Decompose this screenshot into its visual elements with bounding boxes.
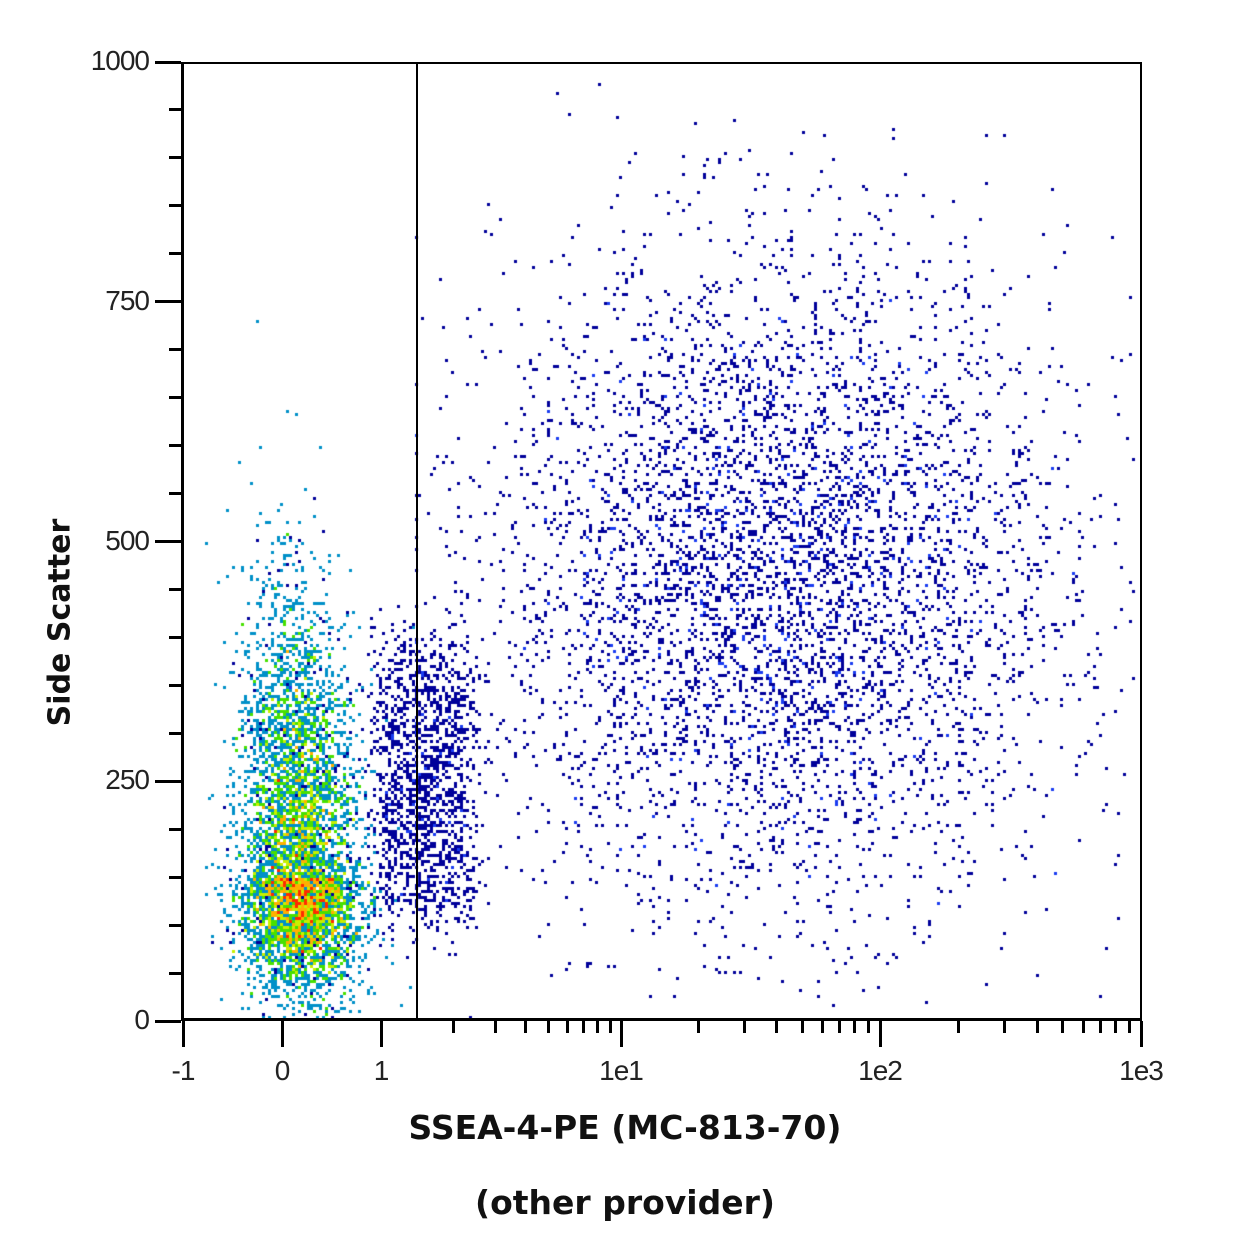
x-minor-tick — [866, 1021, 870, 1033]
x-major-tick — [1139, 1021, 1143, 1047]
x-minor-tick — [957, 1021, 961, 1033]
x-minor-tick — [838, 1021, 842, 1033]
y-minor-tick — [169, 396, 181, 400]
gate-line — [416, 62, 418, 1021]
y-minor-tick — [169, 971, 181, 975]
y-tick-label: 750 — [105, 284, 150, 316]
x-tick-label: 1e3 — [1119, 1055, 1164, 1086]
x-major-tick — [379, 1021, 383, 1047]
x-major-tick — [181, 1021, 185, 1047]
x-minor-tick — [775, 1021, 779, 1033]
x-tick-label: 1e2 — [858, 1055, 903, 1086]
x-minor-tick — [697, 1021, 701, 1033]
x-minor-tick — [1060, 1021, 1064, 1033]
y-tick-label: 500 — [105, 524, 150, 556]
x-tick-label: -1 — [171, 1055, 196, 1086]
y-minor-tick — [169, 252, 181, 256]
x-minor-tick — [1114, 1021, 1118, 1033]
y-major-tick — [155, 1019, 181, 1023]
y-tick-label: 0 — [134, 1004, 150, 1035]
y-major-tick — [155, 300, 181, 304]
scatter-plot-area — [181, 62, 1142, 1021]
y-minor-tick — [169, 156, 181, 160]
y-tick-label: 250 — [105, 764, 150, 796]
x-minor-tick — [494, 1021, 497, 1033]
y-minor-tick — [169, 875, 181, 879]
y-minor-tick — [169, 683, 181, 687]
y-tick-label: 1000 — [90, 45, 150, 76]
x-minor-tick — [1127, 1021, 1131, 1033]
x-axis-subtitle: (other provider) — [475, 1183, 775, 1222]
x-minor-tick — [523, 1021, 527, 1033]
y-minor-tick — [169, 204, 181, 208]
x-tick-label: 1 — [373, 1055, 390, 1086]
y-major-tick — [155, 540, 181, 543]
y-minor-tick — [169, 731, 181, 735]
x-minor-tick — [608, 1021, 612, 1033]
y-minor-tick — [169, 348, 181, 352]
x-major-tick — [619, 1021, 623, 1047]
y-minor-tick — [169, 923, 181, 927]
y-minor-tick — [169, 108, 181, 112]
y-major-tick — [155, 779, 181, 783]
x-minor-tick — [853, 1021, 857, 1033]
x-minor-tick — [1099, 1021, 1103, 1033]
x-major-tick — [878, 1021, 882, 1047]
x-minor-tick — [1003, 1021, 1007, 1033]
x-minor-tick — [1035, 1021, 1039, 1033]
x-minor-tick — [821, 1021, 825, 1033]
x-tick-label: 0 — [274, 1055, 291, 1086]
plot-frame — [181, 62, 1142, 1021]
x-tick-label: 1e1 — [599, 1055, 644, 1086]
y-minor-tick — [169, 587, 181, 591]
x-major-tick — [280, 1021, 284, 1047]
x-minor-tick — [566, 1021, 570, 1033]
x-minor-tick — [582, 1021, 586, 1033]
y-axis-title: Side Scatter — [42, 518, 78, 727]
x-minor-tick — [800, 1021, 804, 1033]
y-minor-tick — [169, 492, 181, 496]
y-minor-tick — [169, 444, 181, 448]
x-minor-tick — [596, 1021, 600, 1033]
x-minor-tick — [1081, 1021, 1085, 1033]
x-minor-tick — [547, 1021, 551, 1033]
x-minor-tick — [451, 1021, 455, 1033]
y-minor-tick — [169, 635, 181, 639]
y-major-tick — [155, 60, 181, 64]
x-minor-tick — [743, 1021, 747, 1033]
x-axis-title: SSEA-4-PE (MC-813-70) — [408, 1108, 842, 1147]
y-minor-tick — [169, 827, 181, 831]
